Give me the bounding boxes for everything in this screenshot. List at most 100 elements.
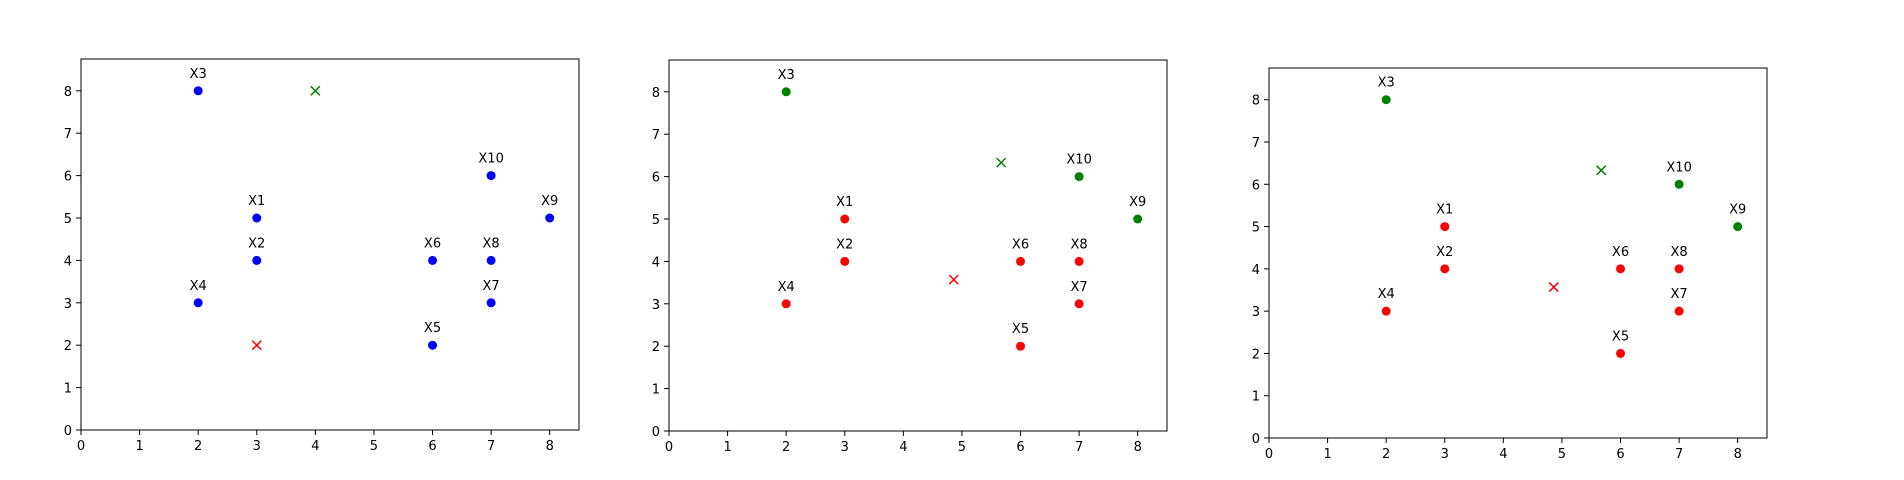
point-label: X8 (483, 236, 500, 251)
data-point (1074, 172, 1084, 182)
point-label: X1 (248, 194, 265, 209)
point-label: X1 (1436, 203, 1453, 218)
y-tick-label: 2 (1252, 347, 1260, 362)
data-point (1674, 264, 1684, 274)
point-label: X3 (1378, 76, 1395, 91)
centroid-marker (948, 274, 959, 285)
y-tick-label: 5 (64, 212, 72, 227)
centroid-marker (996, 157, 1007, 168)
data-point (840, 256, 850, 266)
data-point (486, 255, 496, 265)
data-point (1016, 256, 1026, 266)
data-point (1381, 306, 1391, 316)
axes-frame (668, 59, 1168, 432)
point-label: X10 (1666, 160, 1691, 175)
point-label: X10 (478, 152, 503, 167)
centroid-stroke (1548, 282, 1559, 293)
y-tick-label: 0 (64, 424, 72, 439)
data-point (1016, 341, 1026, 351)
data-point (193, 298, 203, 308)
data-point (1074, 256, 1084, 266)
data-point (1440, 222, 1450, 232)
x-tick-label: 8 (546, 439, 554, 454)
data-point (193, 86, 203, 96)
data-point (1616, 264, 1626, 274)
point-label: X4 (190, 279, 207, 294)
data-point (428, 255, 438, 265)
data-point (428, 340, 438, 350)
subplot-2: 0 1 2 3 4 5 6 7 8 0 1 2 3 4 5 6 7 8 X1 X2 X3 X4 X5 X6 X7 X8 X9 X10 (652, 59, 1168, 455)
point-label: X9 (1729, 203, 1746, 218)
point-label: X4 (778, 280, 795, 295)
data-point (1674, 179, 1684, 189)
axes-frame (1268, 67, 1768, 439)
point-label: X6 (424, 236, 441, 251)
y-tick-label: 3 (1252, 305, 1260, 320)
point-label: X2 (248, 236, 265, 251)
y-tick-label: 8 (64, 85, 72, 100)
y-tick-label: 8 (652, 86, 660, 101)
x-tick-label: 8 (1734, 447, 1742, 462)
data-point (1616, 348, 1626, 358)
x-tick-label: 0 (1265, 447, 1273, 462)
point-label: X2 (1436, 245, 1453, 260)
y-tick-label: 4 (652, 255, 660, 270)
subplot-1: 0 1 2 3 4 5 6 7 8 0 1 2 3 4 5 6 7 8 X1 X2 X3 X4 X5 X6 X7 X8 X9 X10 (64, 58, 580, 454)
x-tick-label: 6 (1616, 447, 1624, 462)
x-tick-label: 4 (899, 440, 907, 455)
point-label: X7 (1071, 280, 1088, 295)
y-tick-label: 0 (1252, 432, 1260, 447)
centroid-stroke (251, 340, 262, 351)
y-tick-label: 6 (64, 170, 72, 185)
y-tick-label: 3 (64, 297, 72, 312)
x-tick-label: 5 (370, 439, 378, 454)
y-tick-label: 6 (652, 171, 660, 186)
point-label: X10 (1066, 153, 1091, 168)
x-tick-label: 1 (723, 440, 731, 455)
centroid-marker (310, 85, 321, 96)
centroid-marker (1548, 282, 1559, 293)
data-point (1074, 299, 1084, 309)
data-point (252, 255, 262, 265)
x-tick-label: 7 (487, 439, 495, 454)
data-point (1440, 264, 1450, 274)
x-tick-label: 6 (428, 439, 436, 454)
data-point (486, 171, 496, 181)
centroid-stroke (996, 157, 1007, 168)
x-tick-label: 1 (135, 439, 143, 454)
y-tick-label: 7 (64, 127, 72, 142)
x-tick-label: 8 (1134, 440, 1142, 455)
point-label: X7 (483, 279, 500, 294)
data-point (781, 299, 791, 309)
x-tick-label: 6 (1016, 440, 1024, 455)
point-label: X3 (778, 68, 795, 83)
x-tick-label: 2 (1382, 447, 1390, 462)
x-tick-label: 3 (1441, 447, 1449, 462)
y-tick-label: 2 (64, 339, 72, 354)
point-label: X6 (1012, 237, 1029, 252)
point-label: X8 (1671, 245, 1688, 260)
x-tick-label: 7 (1075, 440, 1083, 455)
point-label: X2 (836, 237, 853, 252)
x-tick-label: 5 (1558, 447, 1566, 462)
x-tick-label: 3 (841, 440, 849, 455)
y-tick-label: 4 (64, 254, 72, 269)
y-tick-label: 7 (652, 128, 660, 143)
subplot-3: 0 1 2 3 4 5 6 7 8 0 1 2 3 4 5 6 7 8 X1 X2 X3 X4 X5 X6 X7 X8 X9 X10 (1252, 67, 1768, 462)
point-label: X5 (1612, 329, 1629, 344)
point-label: X5 (424, 321, 441, 336)
x-tick-label: 4 (1499, 447, 1507, 462)
data-point (840, 214, 850, 224)
centroid-stroke (1596, 165, 1607, 176)
y-tick-label: 5 (652, 213, 660, 228)
y-tick-label: 1 (1252, 390, 1260, 405)
point-label: X9 (541, 194, 558, 209)
point-label: X5 (1012, 322, 1029, 337)
axes-frame (80, 58, 580, 431)
y-tick-label: 6 (1252, 178, 1260, 193)
data-point (486, 298, 496, 308)
data-point (781, 87, 791, 97)
y-tick-label: 1 (64, 382, 72, 397)
point-label: X9 (1129, 195, 1146, 210)
point-label: X7 (1671, 287, 1688, 302)
